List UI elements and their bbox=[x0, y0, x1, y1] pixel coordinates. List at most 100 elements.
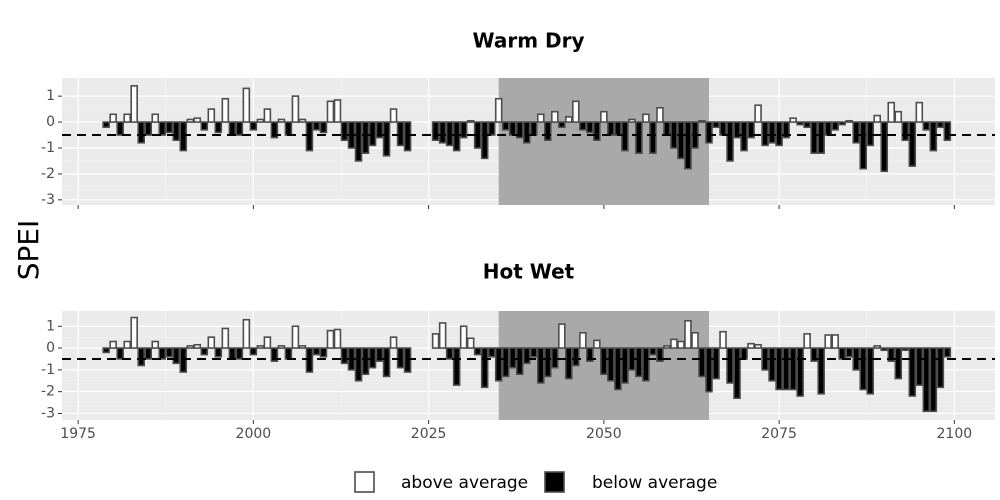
bar bbox=[508, 347, 517, 369]
bar bbox=[529, 121, 538, 136]
bar bbox=[607, 121, 615, 136]
bar bbox=[284, 121, 293, 136]
bar bbox=[677, 340, 685, 349]
bar bbox=[838, 121, 846, 126]
bar bbox=[866, 347, 875, 395]
y-tick-label: 1 bbox=[46, 88, 55, 104]
bar bbox=[515, 347, 524, 376]
bar bbox=[305, 347, 314, 373]
bar bbox=[354, 347, 363, 382]
bar bbox=[565, 116, 573, 123]
bar bbox=[186, 345, 195, 349]
legend-swatch bbox=[544, 471, 565, 493]
bar bbox=[747, 342, 755, 349]
bar bbox=[628, 118, 636, 123]
bar bbox=[922, 347, 931, 413]
bar bbox=[915, 347, 924, 386]
bar bbox=[396, 121, 405, 147]
bar bbox=[803, 121, 811, 129]
bar bbox=[494, 347, 503, 382]
bar bbox=[901, 347, 910, 352]
bar bbox=[214, 121, 223, 134]
bar bbox=[838, 347, 846, 360]
x-tick-label: 2000 bbox=[236, 426, 272, 442]
bar bbox=[256, 118, 265, 123]
bar bbox=[543, 121, 552, 142]
bar bbox=[375, 121, 384, 139]
bar bbox=[200, 121, 209, 131]
bar bbox=[508, 121, 517, 136]
bar bbox=[712, 347, 720, 380]
bar bbox=[382, 347, 391, 378]
bar bbox=[754, 343, 762, 349]
bar bbox=[551, 347, 559, 369]
bar bbox=[558, 323, 566, 349]
bar bbox=[543, 347, 552, 378]
bar bbox=[228, 121, 237, 136]
bar bbox=[102, 121, 110, 129]
bar bbox=[193, 117, 202, 123]
bar bbox=[123, 113, 131, 123]
bar bbox=[249, 121, 258, 131]
bar bbox=[761, 121, 769, 147]
bar bbox=[284, 347, 293, 360]
bar bbox=[901, 121, 910, 142]
bar bbox=[824, 121, 832, 136]
bar bbox=[361, 347, 370, 376]
bar bbox=[109, 340, 117, 349]
bar bbox=[796, 347, 804, 397]
bar bbox=[445, 121, 454, 147]
bar bbox=[242, 318, 251, 349]
x-tick-label: 2025 bbox=[411, 426, 447, 442]
panel-title: Hot Wet bbox=[483, 260, 575, 284]
bar bbox=[754, 104, 762, 123]
y-tick-label: -1 bbox=[41, 140, 55, 156]
bar bbox=[691, 331, 699, 349]
bar bbox=[368, 121, 377, 147]
bar bbox=[186, 118, 195, 123]
bar bbox=[922, 121, 931, 131]
bar bbox=[291, 95, 300, 123]
bar bbox=[298, 345, 307, 349]
bar bbox=[298, 118, 307, 123]
bar bbox=[137, 121, 145, 144]
bar bbox=[887, 347, 896, 362]
bar bbox=[635, 347, 643, 378]
bar bbox=[789, 117, 797, 123]
bar bbox=[936, 121, 945, 129]
bar bbox=[480, 121, 489, 160]
bar bbox=[116, 121, 124, 136]
bar bbox=[158, 121, 167, 136]
bar bbox=[130, 84, 138, 123]
bar bbox=[705, 121, 713, 144]
bar bbox=[172, 347, 181, 365]
bar bbox=[515, 121, 524, 139]
bar bbox=[733, 121, 741, 139]
bar bbox=[144, 121, 152, 136]
x-tick-label: 2050 bbox=[586, 426, 622, 442]
bar bbox=[719, 330, 727, 349]
bar bbox=[810, 121, 818, 154]
bar bbox=[684, 121, 692, 170]
bar bbox=[642, 113, 650, 123]
bar bbox=[228, 347, 237, 360]
bar bbox=[319, 121, 328, 134]
x-tick-label: 1975 bbox=[60, 426, 96, 442]
x-tick-label: 2075 bbox=[761, 426, 797, 442]
bar bbox=[656, 347, 664, 362]
bar bbox=[214, 347, 223, 358]
bar bbox=[670, 121, 678, 149]
bar bbox=[445, 347, 454, 360]
bar bbox=[775, 121, 783, 147]
bar bbox=[221, 327, 230, 349]
bar bbox=[319, 347, 328, 358]
bar bbox=[586, 121, 594, 134]
bar bbox=[782, 347, 790, 391]
bar bbox=[501, 121, 510, 131]
bar bbox=[579, 331, 587, 349]
bar bbox=[102, 347, 110, 354]
bar bbox=[915, 101, 924, 123]
bar bbox=[670, 338, 678, 349]
bar bbox=[263, 336, 272, 349]
